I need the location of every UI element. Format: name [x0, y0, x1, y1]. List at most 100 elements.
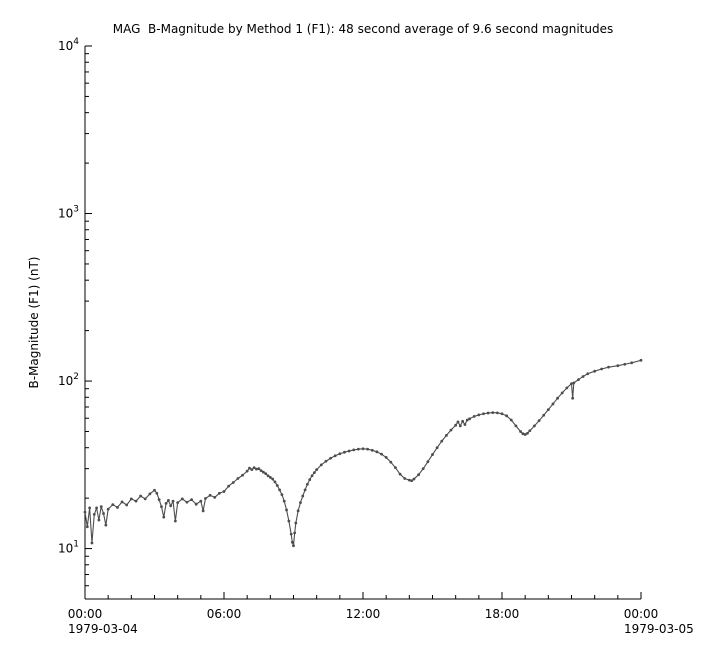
data-point-marker — [301, 494, 305, 498]
data-point-marker — [227, 484, 231, 488]
data-point-marker — [449, 428, 453, 432]
data-point-marker — [468, 417, 471, 421]
data-point-marker — [271, 477, 275, 481]
data-point-marker — [312, 471, 316, 475]
data-point-marker — [248, 466, 251, 470]
data-point-marker — [185, 500, 189, 504]
data-point-marker — [458, 424, 462, 428]
data-point-marker — [380, 452, 383, 456]
data-point-marker — [491, 411, 495, 415]
series-line — [84, 359, 642, 547]
data-point-marker — [486, 411, 490, 415]
data-point-marker — [289, 532, 293, 536]
data-point-marker — [581, 375, 585, 378]
data-point-marker — [106, 507, 110, 511]
data-point-marker — [445, 433, 448, 437]
data-point-marker — [533, 424, 536, 428]
data-point-marker — [204, 497, 207, 500]
data-point-marker — [403, 477, 407, 480]
data-point-marker — [143, 497, 147, 501]
x-date-right-label: 1979-03-05 — [624, 622, 694, 636]
data-point-marker — [329, 456, 332, 460]
x-tick-label: 00:00 — [624, 607, 659, 621]
data-point-marker — [435, 446, 439, 450]
data-point-marker — [194, 502, 198, 506]
data-point-marker — [639, 358, 643, 362]
data-point-marker — [299, 501, 302, 505]
data-point-marker — [125, 503, 129, 507]
data-point-marker — [398, 472, 402, 476]
data-point-marker — [99, 505, 103, 509]
data-point-marker — [623, 362, 627, 366]
data-point-marker — [384, 456, 388, 459]
data-point-marker — [92, 512, 96, 516]
data-point-marker — [456, 420, 460, 424]
data-point-marker — [514, 424, 518, 428]
data-point-marker — [153, 488, 156, 492]
y-tick-label: 101 — [58, 540, 79, 556]
data-point-marker — [410, 479, 414, 483]
data-point-marker — [282, 499, 286, 503]
x-tick-label: 18:00 — [485, 607, 520, 621]
data-point-marker — [273, 480, 277, 484]
data-point-marker — [231, 481, 235, 484]
x-tick-label: 12:00 — [346, 607, 381, 621]
data-point-marker — [236, 477, 240, 480]
data-point-marker — [97, 518, 101, 522]
data-point-marker — [319, 463, 323, 467]
data-point-marker — [241, 473, 244, 477]
x-tick-label: 00:00 — [68, 607, 103, 621]
data-point-marker — [463, 423, 467, 426]
data-point-marker — [102, 512, 105, 515]
data-point-marker — [306, 482, 309, 486]
data-point-marker — [275, 484, 279, 487]
data-point-marker — [160, 505, 163, 509]
data-point-marker — [356, 447, 360, 451]
data-point-marker — [417, 473, 420, 477]
y-axis-minor-ticks — [85, 53, 89, 587]
data-point-marker — [607, 365, 610, 369]
data-point-marker — [343, 450, 346, 454]
data-point-marker — [264, 472, 268, 476]
data-point-marker — [245, 469, 249, 473]
data-point-marker — [310, 474, 314, 478]
data-point-marker — [370, 448, 374, 452]
data-point-marker — [412, 477, 416, 481]
y-tick-label: 102 — [58, 372, 79, 388]
data-point-marker — [426, 460, 430, 464]
data-point-marker — [290, 540, 294, 544]
data-point-marker — [577, 378, 580, 382]
data-point-marker — [171, 499, 175, 503]
data-point-marker — [315, 468, 319, 472]
series-markers — [83, 358, 643, 548]
data-point-marker — [217, 491, 221, 495]
data-point-marker — [257, 467, 261, 471]
data-point-marker — [222, 490, 226, 493]
data-point-marker — [280, 493, 284, 496]
data-point-marker — [255, 467, 258, 471]
data-point-marker — [176, 501, 180, 505]
data-point-marker — [477, 413, 481, 417]
data-point-marker — [324, 459, 328, 463]
data-point-marker — [495, 411, 499, 415]
data-point-marker — [259, 469, 263, 473]
x-tick-label: 06:00 — [207, 607, 242, 621]
x-axis-ticks: 00:00 06:00 12:00 18:00 00:00 — [68, 592, 659, 621]
data-point-marker — [287, 519, 291, 523]
data-point-marker — [421, 467, 425, 471]
data-point-marker — [521, 432, 525, 436]
data-point-marker — [252, 466, 256, 470]
y-axis-title: B-Magnitude (F1) (nT) — [27, 257, 41, 389]
data-point-marker — [352, 448, 356, 452]
data-point-marker — [167, 498, 170, 502]
data-point-marker — [461, 419, 465, 423]
data-point-marker — [120, 500, 124, 504]
data-point-marker — [465, 418, 469, 422]
x-date-left-label: 1979-03-04 — [68, 622, 138, 636]
data-point-marker — [296, 509, 300, 513]
data-point-marker — [293, 531, 297, 535]
data-point-marker — [572, 381, 576, 385]
data-point-marker — [85, 525, 89, 529]
data-point-marker — [500, 412, 504, 416]
